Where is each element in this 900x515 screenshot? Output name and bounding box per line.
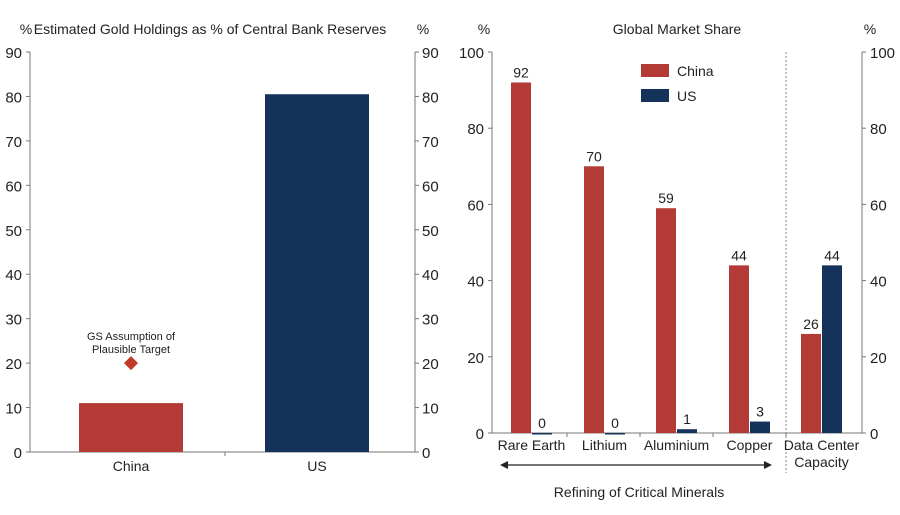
y-tick-label-left: 80 <box>5 89 22 106</box>
x-tick-label: Data Center <box>784 437 860 453</box>
y-tick-label-right: 20 <box>870 350 887 367</box>
data-label: 44 <box>731 247 747 263</box>
x-tick-label: Copper <box>727 437 773 453</box>
y-tick-label-left: 90 <box>5 45 22 62</box>
data-label: 26 <box>803 316 819 332</box>
y-axis-label-right: % <box>864 21 876 37</box>
bar-china <box>79 403 183 452</box>
legend-swatch-us <box>641 89 669 102</box>
y-tick-label-right: 40 <box>422 267 439 284</box>
x-tick-label: Lithium <box>582 437 627 453</box>
y-axis-label-left: % <box>20 21 32 37</box>
data-label: 44 <box>824 247 840 263</box>
y-tick-label-right: 0 <box>870 426 878 443</box>
y-tick-label-left: 80 <box>467 121 484 138</box>
bar-china <box>801 333 821 433</box>
x-tick-label: Aluminium <box>644 437 709 453</box>
annotation-label: Plausible Target <box>92 344 170 356</box>
legend-label: China <box>677 63 714 79</box>
x-tick-label: Rare Earth <box>498 437 566 453</box>
bar-us <box>605 433 625 435</box>
y-tick-label-left: 60 <box>467 197 484 214</box>
y-tick-label-right: 20 <box>422 356 439 373</box>
data-label: 59 <box>658 190 674 206</box>
bar-china <box>511 82 531 433</box>
y-tick-label-left: 40 <box>467 274 484 291</box>
x-tick-label: Capacity <box>794 454 848 470</box>
y-tick-label-right: 10 <box>422 401 439 418</box>
y-axis-label-right: % <box>417 21 429 37</box>
bar-china <box>584 166 604 434</box>
y-tick-label-left: 0 <box>14 445 22 462</box>
legend-label: US <box>677 88 696 104</box>
y-tick-label-left: 40 <box>5 267 22 284</box>
y-tick-label-right: 100 <box>870 45 895 62</box>
y-tick-label-left: 0 <box>476 426 484 443</box>
data-label: 70 <box>586 148 602 164</box>
y-tick-label-left: 50 <box>5 223 22 240</box>
bar-us <box>750 421 770 433</box>
bar-china <box>729 265 749 433</box>
bar-us <box>822 265 842 433</box>
y-tick-label-right: 40 <box>870 274 887 291</box>
bar-china <box>656 208 676 433</box>
y-tick-label-left: 60 <box>5 178 22 195</box>
data-label: 0 <box>611 415 619 431</box>
data-label: 92 <box>513 64 529 80</box>
y-tick-label-right: 0 <box>422 445 430 462</box>
y-tick-label-left: 70 <box>5 134 22 151</box>
chart-title: Estimated Gold Holdings as % of Central … <box>34 21 387 37</box>
y-tick-label-right: 90 <box>422 45 439 62</box>
data-label: 1 <box>683 411 691 427</box>
y-tick-label-right: 30 <box>422 312 439 329</box>
y-tick-label-right: 80 <box>422 89 439 106</box>
bar-us <box>265 94 369 452</box>
x-tick-label: US <box>307 458 326 474</box>
chart-title: Global Market Share <box>613 21 742 37</box>
data-label: 3 <box>756 404 764 420</box>
y-axis-label-left: % <box>478 21 490 37</box>
y-tick-label-right: 50 <box>422 223 439 240</box>
bar-us <box>532 433 552 435</box>
annotation-label: GS Assumption of <box>87 331 176 343</box>
y-tick-label-right: 70 <box>422 134 439 151</box>
legend-swatch-china <box>641 64 669 77</box>
target-diamond-marker <box>124 356 138 371</box>
y-tick-label-left: 100 <box>459 45 484 62</box>
y-tick-label-right: 60 <box>870 197 887 214</box>
y-tick-label-left: 30 <box>5 312 22 329</box>
arrow-head-right <box>764 461 772 469</box>
y-tick-label-left: 20 <box>5 356 22 373</box>
arrow-head-left <box>500 461 508 469</box>
x-tick-label: China <box>113 458 150 474</box>
y-tick-label-right: 80 <box>870 121 887 138</box>
y-tick-label-left: 10 <box>5 401 22 418</box>
y-tick-label-left: 20 <box>467 350 484 367</box>
bar-us <box>677 429 697 433</box>
data-label: 0 <box>538 415 546 431</box>
group-label: Refining of Critical Minerals <box>554 484 724 500</box>
y-tick-label-right: 60 <box>422 178 439 195</box>
